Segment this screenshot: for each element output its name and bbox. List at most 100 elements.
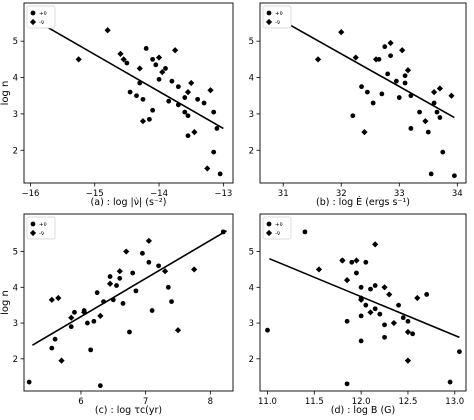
legend-label: +ν̈ — [275, 222, 283, 228]
data-point — [145, 237, 152, 244]
data-point — [117, 275, 123, 281]
data-point — [184, 88, 192, 96]
x-tick-label: 34 — [452, 189, 463, 199]
data-point — [140, 96, 146, 102]
legend-marker — [266, 10, 272, 16]
data-point — [428, 171, 434, 177]
series-diamond — [48, 237, 198, 364]
y-axis-label: log n — [0, 81, 11, 106]
data-point — [220, 229, 226, 235]
y-tick-label: 3 — [249, 110, 254, 120]
data-point — [136, 65, 143, 72]
data-point — [381, 284, 388, 291]
data-point — [139, 118, 147, 125]
data-point — [396, 302, 401, 308]
y-tick-label: 5 — [249, 248, 254, 258]
data-point — [26, 379, 32, 385]
data-point — [182, 95, 188, 100]
data-point — [130, 270, 136, 276]
data-point — [123, 248, 130, 255]
data-point — [364, 89, 370, 95]
data-point — [133, 288, 139, 294]
x-tick-label: −13 — [214, 189, 232, 199]
panel-caption: (a) : log |ν̇| (s⁻²) — [91, 197, 167, 208]
data-point — [195, 96, 201, 102]
data-point — [166, 98, 172, 104]
data-point — [457, 349, 462, 355]
data-point — [185, 113, 191, 119]
data-point — [106, 280, 114, 287]
data-point — [451, 173, 457, 179]
data-point — [302, 229, 308, 235]
data-point — [402, 73, 408, 79]
data-point — [97, 312, 104, 320]
data-point — [155, 54, 163, 61]
series-circle — [265, 229, 462, 387]
legend-label: +ν̈ — [275, 11, 283, 17]
data-point — [127, 89, 133, 95]
chart-panel-4: 11.0 11.5 12.0 12.5 13.0 2 3 4 5 (d) : log B (G) +… — [249, 213, 467, 416]
data-point — [414, 294, 421, 302]
data-point — [101, 299, 106, 305]
data-point — [127, 329, 132, 335]
x-tick-label: 32 — [336, 189, 347, 199]
legend-label: -ν̈ — [275, 20, 280, 26]
plot-frame — [259, 2, 467, 184]
data-point — [430, 88, 438, 96]
x-tick-label: −14 — [150, 189, 168, 199]
data-point — [387, 39, 394, 47]
data-point — [405, 318, 411, 324]
x-tick-label: −16 — [21, 189, 39, 199]
data-point — [344, 381, 350, 387]
panel-caption: (b) : log Ė (ergs s⁻¹) — [316, 197, 410, 208]
data-point — [120, 300, 126, 306]
legend-label: +ν̈ — [39, 11, 47, 17]
y-tick-label: 3 — [13, 110, 18, 120]
data-point — [400, 315, 406, 321]
data-point — [75, 56, 82, 63]
data-point — [49, 345, 55, 351]
data-point — [408, 93, 414, 99]
data-point — [408, 126, 414, 131]
data-point — [55, 294, 62, 302]
data-point — [363, 302, 369, 308]
data-point — [425, 129, 431, 135]
data-point — [339, 257, 346, 264]
y-tick-label: 5 — [13, 37, 18, 47]
data-point — [204, 165, 211, 172]
data-point — [169, 78, 175, 84]
x-tick-label: 7 — [143, 397, 148, 407]
series-circle — [350, 44, 457, 179]
y-tick-label: 4 — [13, 74, 18, 84]
data-point — [372, 241, 379, 248]
data-point — [417, 109, 422, 115]
plot-frame — [23, 213, 234, 392]
y-tick-label: 3 — [13, 319, 18, 329]
data-point — [68, 314, 75, 321]
data-point — [85, 320, 90, 326]
x-tick-label: 11.0 — [258, 397, 277, 407]
chart-panel-3: 6 7 8 2 3 4 5 log n (c) : log τc(yr) +ν̈ -ν̈ — [0, 213, 234, 416]
data-point — [359, 84, 364, 90]
legend-marker — [30, 10, 36, 16]
legend-label: -ν̈ — [39, 231, 44, 237]
data-point — [217, 171, 223, 177]
data-point — [393, 78, 399, 84]
data-point — [404, 328, 412, 336]
data-point — [388, 53, 393, 59]
data-point — [107, 274, 113, 279]
data-point — [117, 50, 124, 58]
data-point — [153, 62, 159, 68]
data-point — [110, 297, 116, 303]
plot-frame — [23, 2, 234, 184]
data-point — [314, 56, 322, 63]
data-point — [382, 322, 387, 328]
y-tick-label: 5 — [13, 248, 18, 258]
x-tick-label: 12.0 — [352, 397, 371, 407]
legend-label: -ν̈ — [39, 20, 44, 26]
data-point — [52, 336, 58, 342]
data-point — [422, 118, 429, 125]
series-circle — [124, 46, 223, 177]
data-point — [372, 56, 380, 63]
